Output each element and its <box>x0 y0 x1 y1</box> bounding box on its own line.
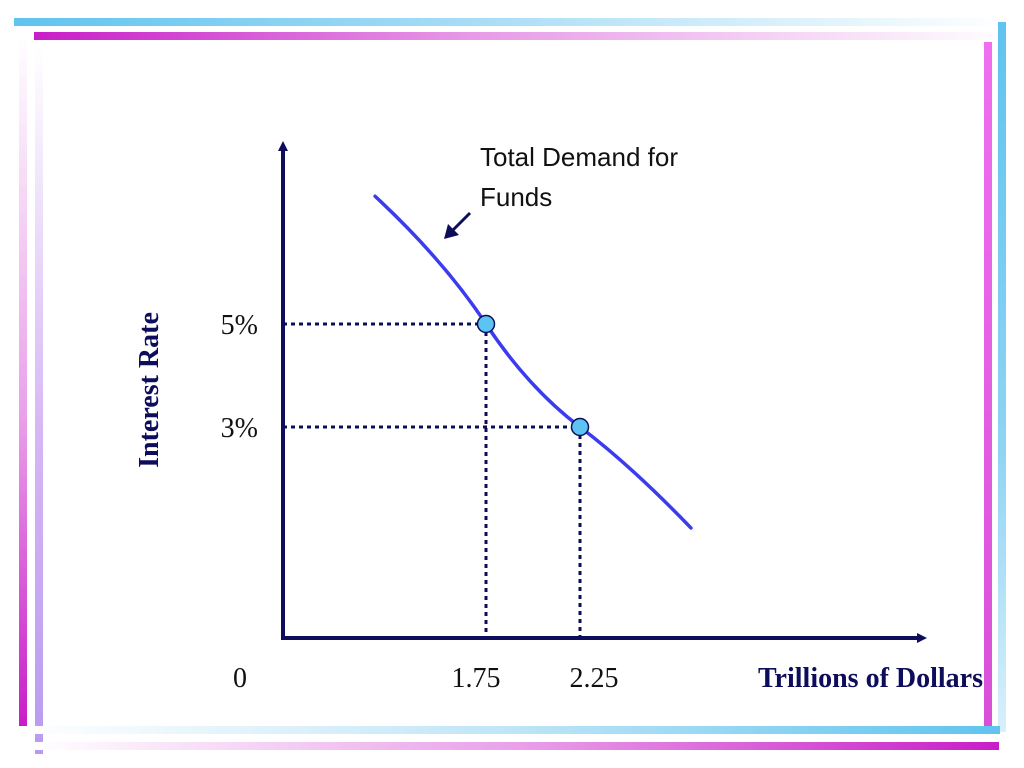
y-axis-title: Interest Rate <box>134 312 165 468</box>
x-tick-label: 1.75 <box>452 663 501 694</box>
annotation-arrow-icon <box>444 211 472 239</box>
annotation-line-1: Total Demand for <box>480 142 678 172</box>
decorative-bar-bottom-pink <box>35 742 999 750</box>
decorative-bar-right-pink <box>984 42 992 732</box>
curve-annotation: Total Demand for Funds <box>444 142 678 239</box>
y-tick-label: 3% <box>221 413 258 444</box>
decorative-bar-top-pink <box>34 32 1010 40</box>
decorative-bar-left-pink <box>19 36 27 726</box>
x-axis-title: Trillions of Dollars <box>758 663 983 694</box>
decorative-bar-right-blue <box>998 22 1006 732</box>
decorative-bar-top-blue <box>14 18 1010 26</box>
decorative-bar-left-purple <box>35 44 43 754</box>
decorative-bar-bottom-blue <box>20 726 1000 734</box>
x-tick-label: 0 <box>233 663 247 694</box>
x-tick-label: 2.25 <box>570 663 619 694</box>
annotation-line-2: Funds <box>480 182 552 212</box>
data-point <box>476 314 496 334</box>
demand-curve <box>373 194 693 530</box>
y-tick-label: 5% <box>221 310 258 341</box>
data-point <box>570 417 590 437</box>
